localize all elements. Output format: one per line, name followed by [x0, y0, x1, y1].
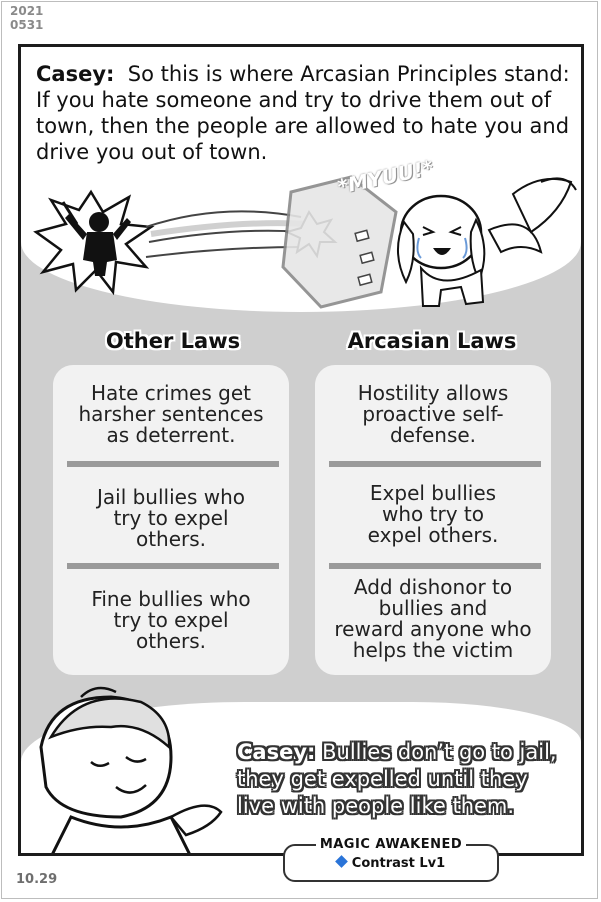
crying-creature [396, 177, 577, 307]
narration-text: Casey: So this is where Arcasian Princip… [36, 61, 571, 165]
other-law-1: Hate crimes get harsher sentences as det… [78, 381, 264, 447]
badge-skill-row: Contrast Lv1 [285, 855, 497, 871]
narration-speaker: Casey: [36, 62, 115, 86]
other-law-2: Jail bullies who try to expel others. [96, 485, 246, 551]
date-year: 2021 [10, 4, 44, 18]
magic-awakened-badge: MAGIC AWAKENED Contrast Lv1 [283, 837, 499, 882]
date-stamp: 2021 0531 [10, 4, 43, 32]
illustration-scene [33, 175, 577, 309]
divider [67, 563, 279, 569]
date-monthday: 0531 [10, 18, 44, 32]
badge-title: MAGIC AWAKENED [315, 837, 467, 852]
other-laws-card: Hate crimes get harsher sentences as det… [53, 365, 289, 675]
narration-body: So this is where Arcasian Principles sta… [36, 62, 570, 164]
arcasian-law-1: Hostility allows proactive self- defense… [357, 381, 509, 447]
divider [329, 461, 541, 467]
badge-skill: Contrast Lv1 [351, 856, 446, 871]
diamond-icon [334, 855, 348, 868]
casey-dialogue: Casey: Bullies don’t go to jail, they ge… [237, 739, 577, 820]
other-laws-title: Other Laws [105, 329, 241, 353]
other-law-3: Fine bullies who try to expel others. [91, 587, 251, 653]
arcasian-law-2: Expel bullies who try to expel others. [367, 481, 499, 547]
shield-barrier [281, 175, 398, 309]
arcasian-laws-title: Arcasian Laws [347, 329, 517, 353]
dialogue-line-2: they get expelled until they [237, 767, 528, 791]
page-number: 10.29 [16, 872, 58, 887]
dialogue-line-3: live with people like them. [237, 794, 515, 818]
bully-silhouette [61, 201, 131, 276]
divider [67, 461, 279, 467]
comic-panel: Casey: So this is where Arcasian Princip… [18, 44, 584, 856]
casey-character [39, 686, 223, 853]
dialogue-line-1: Bullies don’t go to jail, [322, 740, 557, 764]
dialogue-speaker: Casey: [237, 740, 316, 764]
arcasian-laws-card: Hostility allows proactive self- defense… [315, 365, 551, 675]
divider [329, 563, 541, 569]
arcasian-law-3: Add dishonor to bullies and reward anyon… [334, 575, 532, 662]
